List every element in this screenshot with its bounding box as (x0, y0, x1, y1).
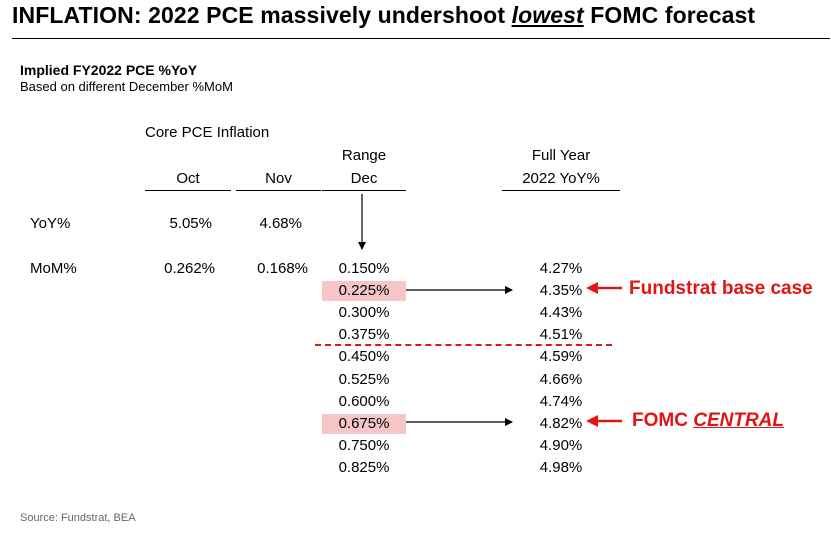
range-header: Range (341, 147, 387, 164)
scenario-dec-value: 0.750% (338, 437, 390, 454)
fy-header-underline (502, 190, 620, 191)
group-header: Core PCE Inflation (145, 124, 270, 141)
scenario-dec-value: 0.225% (322, 281, 406, 301)
scenario-fy-value: 4.66% (539, 371, 583, 388)
scenario-dec-value: 0.300% (338, 304, 390, 321)
mom-oct: 0.262% (164, 260, 215, 277)
oct-header: Oct (145, 170, 231, 191)
full-year-header: Full Year (531, 147, 591, 164)
scenario-fy-value: 4.74% (539, 393, 583, 410)
base-case-callout: Fundstrat base case (629, 278, 813, 299)
dec-header-underline (322, 190, 406, 191)
scenario-dec-value: 0.525% (338, 371, 390, 388)
title-divider (12, 38, 830, 39)
dashed-divider (315, 344, 612, 346)
fomc-callout-emphasis: CENTRAL (693, 410, 784, 431)
row-label-yoy: YoY% (30, 215, 71, 232)
fy-header: 2022 YoY% (502, 170, 620, 191)
oct-header-underline (145, 190, 231, 191)
scenario-fy-value: 4.35% (539, 282, 583, 299)
mom-nov: 0.168% (257, 260, 308, 277)
dec-header: Dec (322, 170, 406, 191)
yoy-oct: 5.05% (169, 215, 212, 232)
page-title: INFLATION: 2022 PCE massively undershoot… (12, 2, 756, 28)
nov-header-underline (236, 190, 321, 191)
scenario-dec-value: 0.600% (338, 393, 390, 410)
source-note: Source: Fundstrat, BEA (20, 512, 136, 524)
scenario-dec-value: 0.375% (338, 326, 390, 343)
scenario-fy-value: 4.90% (539, 437, 583, 454)
scenario-fy-value: 4.51% (539, 326, 583, 343)
row-label-mom: MoM% (30, 260, 77, 277)
table-subtitle: Implied FY2022 PCE %YoY (20, 62, 198, 78)
title-emphasis: lowest (511, 2, 584, 28)
scenario-fy-value: 4.98% (539, 459, 583, 476)
scenario-fy-value: 4.82% (539, 415, 583, 432)
nov-header: Nov (236, 170, 321, 191)
scenario-fy-value: 4.27% (539, 260, 583, 277)
scenario-dec-value: 0.150% (338, 260, 390, 277)
scenario-fy-value: 4.59% (539, 348, 583, 365)
scenario-dec-value: 0.450% (338, 348, 390, 365)
table-note: Based on different December %MoM (20, 79, 233, 94)
scenario-dec-value: 0.825% (338, 459, 390, 476)
yoy-nov: 4.68% (259, 215, 302, 232)
scenario-fy-value: 4.43% (539, 304, 583, 321)
scenario-dec-value: 0.675% (322, 414, 406, 434)
fomc-callout: FOMC CENTRAL (632, 410, 784, 431)
